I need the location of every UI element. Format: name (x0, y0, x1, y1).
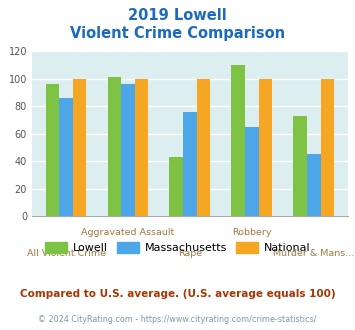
Bar (259, 79, 272, 216)
Bar (135, 79, 148, 216)
Bar (121, 84, 135, 216)
Bar (307, 154, 321, 216)
Text: 2019 Lowell: 2019 Lowell (128, 8, 227, 23)
Text: Murder & Mans...: Murder & Mans... (273, 249, 354, 258)
Bar (73, 79, 87, 216)
Bar (321, 79, 334, 216)
Bar (108, 77, 121, 216)
Bar (197, 79, 211, 216)
Legend: Lowell, Massachusetts, National: Lowell, Massachusetts, National (45, 242, 310, 253)
Text: Rape: Rape (178, 249, 202, 258)
Text: All Violent Crime: All Violent Crime (27, 249, 105, 258)
Bar (183, 112, 197, 216)
Text: Compared to U.S. average. (U.S. average equals 100): Compared to U.S. average. (U.S. average … (20, 289, 335, 299)
Bar (59, 98, 73, 216)
Bar (245, 127, 259, 216)
Text: © 2024 CityRating.com - https://www.cityrating.com/crime-statistics/: © 2024 CityRating.com - https://www.city… (38, 315, 317, 324)
Bar (45, 84, 59, 216)
Text: Robbery: Robbery (232, 228, 272, 237)
Bar (169, 157, 183, 216)
Bar (231, 65, 245, 216)
Bar (293, 116, 307, 216)
Text: Violent Crime Comparison: Violent Crime Comparison (70, 26, 285, 41)
Text: Aggravated Assault: Aggravated Assault (81, 228, 175, 237)
